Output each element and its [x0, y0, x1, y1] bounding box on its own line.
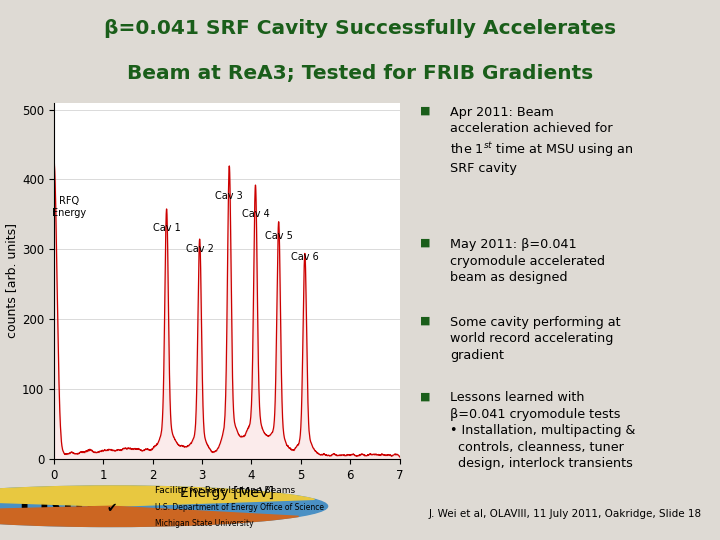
Text: ■: ■ [420, 391, 431, 401]
Text: Lessons learned with
β=0.041 cryomodule tests
• Installation, multipacting &
  c: Lessons learned with β=0.041 cryomodule … [450, 391, 635, 470]
Y-axis label: counts [arb. units]: counts [arb. units] [5, 224, 18, 338]
Text: ■: ■ [420, 315, 431, 326]
Text: Cav 6: Cav 6 [291, 252, 319, 262]
Text: β=0.041 SRF Cavity Successfully Accelerates: β=0.041 SRF Cavity Successfully Accelera… [104, 19, 616, 38]
Text: Cav 2: Cav 2 [186, 244, 214, 254]
Wedge shape [0, 507, 299, 526]
X-axis label: Energy [MeV]: Energy [MeV] [180, 486, 274, 500]
Text: Michigan State University: Michigan State University [155, 518, 253, 528]
Text: Cav 4: Cav 4 [242, 208, 269, 219]
Text: Cav 1: Cav 1 [153, 222, 181, 233]
Text: J. Wei et al, OLAVIII, 11 July 2011, Oakridge, Slide 18: J. Wei et al, OLAVIII, 11 July 2011, Oak… [429, 509, 702, 519]
Text: Beam at ReA3; Tested for FRIB Gradients: Beam at ReA3; Tested for FRIB Gradients [127, 64, 593, 83]
Text: FRIB: FRIB [18, 488, 96, 517]
Wedge shape [0, 486, 315, 507]
Text: Some cavity performing at
world record accelerating
gradient: Some cavity performing at world record a… [450, 315, 621, 362]
Text: Cav 5: Cav 5 [265, 231, 292, 241]
Text: ✔: ✔ [107, 502, 117, 516]
Text: ■: ■ [420, 106, 431, 116]
Text: May 2011: β=0.041
cryomodule accelerated
beam as designed: May 2011: β=0.041 cryomodule accelerated… [450, 238, 605, 284]
Text: U.S. Department of Energy Office of Science: U.S. Department of Energy Office of Scie… [155, 503, 324, 512]
Text: Apr 2011: Beam
acceleration achieved for
the 1$^{st}$ time at MSU using an
SRF c: Apr 2011: Beam acceleration achieved for… [450, 106, 633, 175]
Text: Cav 3: Cav 3 [215, 191, 243, 201]
Circle shape [0, 486, 328, 526]
Text: RFQ
Energy: RFQ Energy [52, 197, 86, 218]
Text: Facility for Rare Isotope Beams: Facility for Rare Isotope Beams [155, 486, 295, 495]
Text: ■: ■ [420, 238, 431, 248]
